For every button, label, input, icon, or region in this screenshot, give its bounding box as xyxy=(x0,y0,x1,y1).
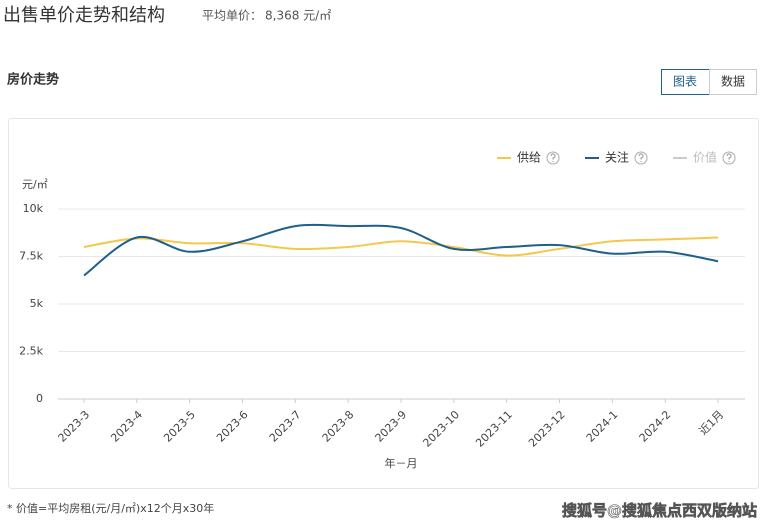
y-tick-label: 7.5k xyxy=(19,250,43,263)
legend-label: 价值 xyxy=(693,150,717,165)
avg-price: 8,368 元/㎡ xyxy=(265,9,331,23)
section-title: 房价走势 xyxy=(7,72,59,88)
help-icon xyxy=(546,151,560,165)
tab-chart[interactable] xyxy=(661,69,710,95)
avg-price-label: 平均单价： xyxy=(202,9,262,23)
footnote: * 价值=平均房租(元/月/㎡)x12个月x30年 xyxy=(7,501,214,515)
page-title: 出售单价走势和结构 xyxy=(3,5,165,26)
help-icon xyxy=(722,151,736,165)
y-tick-label: 2.5k xyxy=(19,345,43,358)
tab-chart-label[interactable]: 图表 xyxy=(673,75,697,89)
x-axis-label: 年－月 xyxy=(385,456,418,470)
series-line xyxy=(83,236,719,257)
legend-label: 供给 xyxy=(517,151,541,165)
help-icon-glyph xyxy=(550,153,556,162)
watermark: 搜狐号@搜狐焦点西双版纳站 xyxy=(562,502,757,520)
tab-data-label[interactable]: 数据 xyxy=(721,74,745,89)
help-icon xyxy=(634,151,648,165)
y-tick-label: 0 xyxy=(36,392,43,405)
y-tick-label: 5k xyxy=(30,297,44,310)
legend-label: 关注 xyxy=(605,150,629,165)
help-icon-glyph xyxy=(638,153,644,162)
y-axis-label: 元/㎡ xyxy=(22,178,48,191)
tab-data[interactable] xyxy=(709,69,757,95)
help-icon-glyph xyxy=(726,153,732,162)
series-line xyxy=(83,223,719,277)
y-tick-label: 10k xyxy=(23,202,44,215)
